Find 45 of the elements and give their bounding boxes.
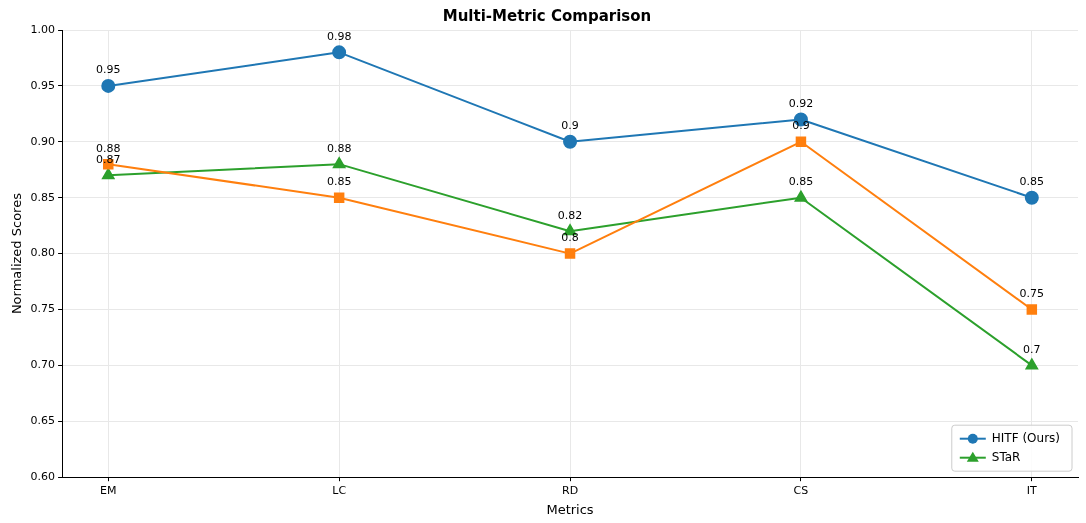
data-label: 0.75 bbox=[1019, 286, 1045, 300]
data-label: 0.92 bbox=[788, 96, 814, 110]
y-tick-label: 0.90 bbox=[30, 134, 56, 148]
point bbox=[795, 136, 807, 148]
data-label: 0.8 bbox=[561, 230, 579, 244]
data-label: 0.87 bbox=[96, 152, 121, 166]
x-tick-label: RD bbox=[561, 483, 579, 497]
point bbox=[1025, 358, 1039, 370]
point bbox=[332, 157, 346, 169]
point bbox=[563, 134, 578, 149]
legend-label: HITF (Ours) bbox=[991, 430, 1061, 445]
point bbox=[333, 192, 345, 203]
y-tick-label: 0.60 bbox=[30, 470, 56, 484]
y-tick-label: 1.00 bbox=[30, 22, 56, 36]
point bbox=[1026, 304, 1038, 315]
y-tick-label: 0.70 bbox=[30, 358, 56, 372]
data-label: 0.88 bbox=[96, 141, 121, 155]
data-label: 0.82 bbox=[557, 208, 583, 222]
data-label: 0.98 bbox=[326, 29, 352, 43]
point bbox=[1024, 190, 1039, 205]
y-axis-title: Normalized Scores bbox=[9, 192, 25, 315]
data-label: 0.85 bbox=[788, 175, 814, 189]
data-label: 0.85 bbox=[1019, 175, 1045, 189]
x-tick-label: IT bbox=[1026, 483, 1038, 497]
data-label: 0.7 bbox=[1023, 342, 1041, 356]
x-tick-label: EM bbox=[100, 483, 117, 497]
x-axis-title: Metrics bbox=[546, 501, 594, 517]
legend-label: STaR bbox=[991, 449, 1021, 464]
data-label: 0.95 bbox=[96, 63, 121, 77]
point bbox=[332, 45, 347, 60]
y-tick-label: 0.85 bbox=[30, 190, 56, 204]
x-tick-label: CS bbox=[793, 483, 809, 497]
point bbox=[101, 78, 116, 93]
x-tick-label: LC bbox=[332, 483, 347, 497]
chart-title: Multi-Metric Comparison bbox=[442, 6, 652, 25]
point bbox=[564, 248, 576, 259]
point bbox=[794, 190, 808, 202]
y-tick-label: 0.65 bbox=[30, 414, 56, 428]
y-tick-label: 0.95 bbox=[30, 78, 56, 92]
y-tick-label: 0.75 bbox=[30, 302, 56, 316]
data-label: 0.88 bbox=[326, 141, 352, 155]
data-label: 0.85 bbox=[326, 175, 352, 189]
y-tick-label: 0.80 bbox=[30, 246, 56, 260]
point bbox=[102, 168, 115, 180]
data-label: 0.9 bbox=[561, 119, 579, 133]
